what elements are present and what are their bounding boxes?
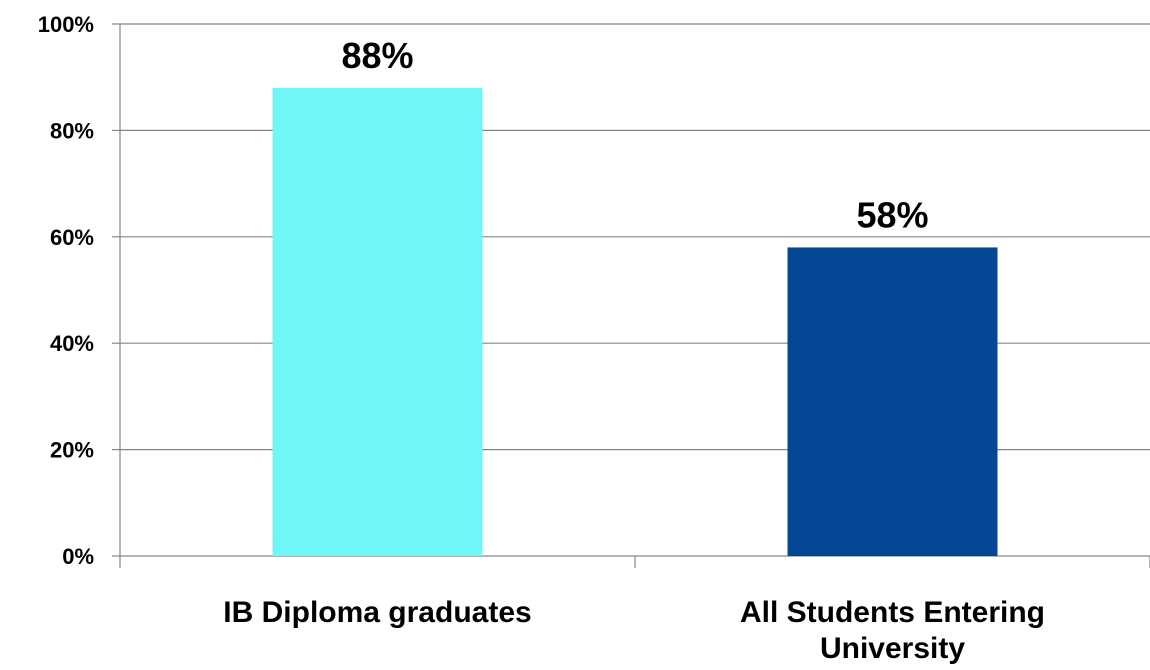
- x-category-label: IB Diploma graduates: [223, 596, 531, 629]
- y-tick-label: 100%: [38, 12, 94, 37]
- data-label: 88%: [341, 35, 413, 76]
- y-tick-label: 60%: [50, 225, 94, 250]
- data-label: 58%: [856, 194, 928, 235]
- labels: 0% 20% 40% 60% 80% 100% 88% IB Diploma graduate…: [38, 12, 1045, 665]
- y-tick-label: 20%: [50, 438, 94, 463]
- x-category-label: All Students Entering: [740, 596, 1045, 629]
- bars: [272, 87, 998, 556]
- bar-1: [272, 87, 483, 556]
- axes: [112, 23, 1150, 568]
- y-tick-label: 40%: [50, 331, 94, 356]
- x-category-label: University: [820, 632, 965, 665]
- bar-2: [787, 247, 998, 556]
- y-tick-label: 80%: [50, 118, 94, 143]
- y-tick-label: 0%: [62, 544, 94, 569]
